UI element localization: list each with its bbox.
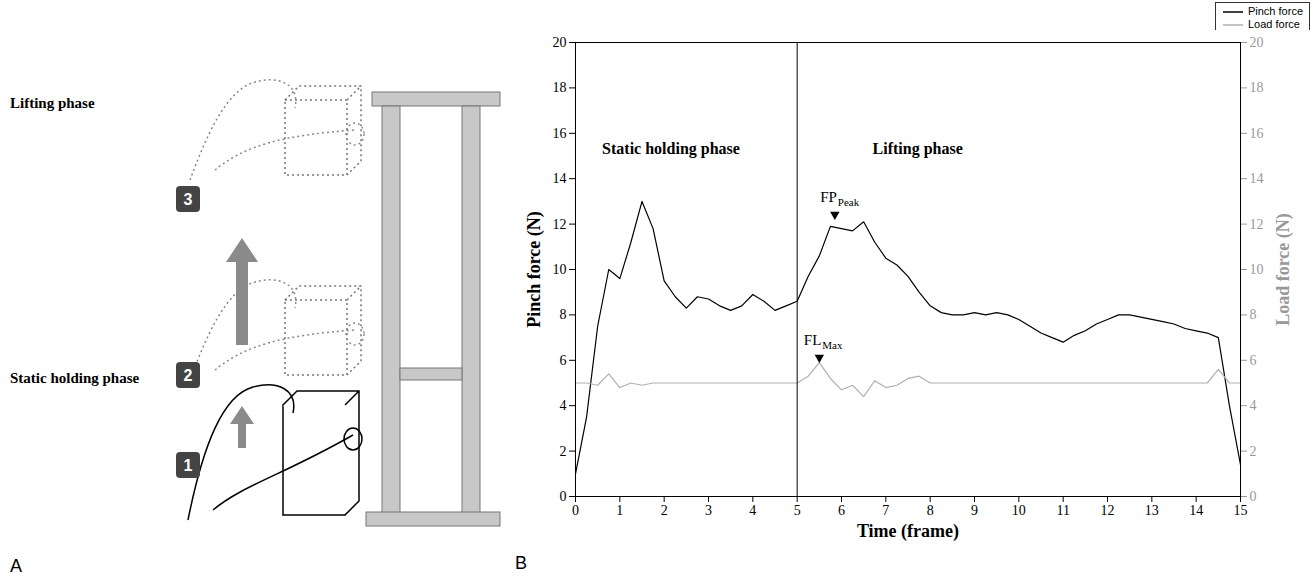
svg-text:0: 0 [1250, 489, 1257, 504]
svg-text:8: 8 [927, 503, 934, 518]
svg-text:8: 8 [1250, 307, 1257, 322]
svg-text:3: 3 [705, 503, 712, 518]
svg-text:2: 2 [560, 444, 567, 459]
svg-text:FP: FP [820, 189, 837, 205]
svg-text:1: 1 [616, 503, 623, 518]
svg-text:20: 20 [553, 35, 567, 50]
svg-text:A: A [10, 556, 22, 576]
svg-text:14: 14 [553, 171, 567, 186]
svg-text:16: 16 [1250, 126, 1264, 141]
svg-text:Time (frame): Time (frame) [857, 521, 959, 542]
svg-text:11: 11 [1056, 503, 1069, 518]
svg-text:20: 20 [1250, 35, 1264, 50]
svg-text:2: 2 [1250, 444, 1257, 459]
svg-text:12: 12 [553, 217, 567, 232]
html-text:Load force: Load force [1248, 18, 1300, 30]
svg-text:4: 4 [560, 398, 567, 413]
svg-text:0: 0 [572, 503, 579, 518]
html-text:Pinch force: Pinch force [1248, 5, 1303, 17]
svg-text:3: 3 [184, 191, 193, 208]
svg-text:1: 1 [184, 457, 193, 474]
svg-text:Pinch force (N): Pinch force (N) [524, 211, 545, 328]
svg-text:14: 14 [1250, 171, 1264, 186]
svg-text:4: 4 [749, 503, 756, 518]
svg-text:12: 12 [1101, 503, 1115, 518]
svg-text:16: 16 [553, 126, 567, 141]
svg-text:15: 15 [1234, 503, 1248, 518]
svg-text:6: 6 [838, 503, 845, 518]
svg-text:Load force (N): Load force (N) [1273, 213, 1294, 326]
svg-text:2: 2 [661, 503, 668, 518]
svg-text:6: 6 [1250, 353, 1257, 368]
svg-text:Peak: Peak [838, 196, 860, 208]
svg-text:10: 10 [1250, 262, 1264, 277]
svg-text:Max: Max [822, 339, 843, 351]
svg-text:10: 10 [1012, 503, 1026, 518]
html-text:B: B [515, 553, 527, 573]
svg-text:Static holding phase: Static holding phase [10, 370, 140, 386]
svg-text:13: 13 [1145, 503, 1159, 518]
svg-text:14: 14 [1189, 503, 1203, 518]
svg-text:FL: FL [804, 332, 822, 348]
svg-text:8: 8 [560, 307, 567, 322]
svg-text:2: 2 [184, 367, 193, 384]
svg-text:12: 12 [1250, 217, 1264, 232]
svg-text:4: 4 [1250, 398, 1257, 413]
svg-text:Lifting phase: Lifting phase [10, 95, 95, 111]
svg-text:Lifting phase: Lifting phase [873, 140, 963, 158]
svg-text:6: 6 [560, 353, 567, 368]
svg-text:Static holding phase: Static holding phase [602, 140, 740, 158]
svg-text:5: 5 [794, 503, 801, 518]
svg-text:18: 18 [1250, 80, 1264, 95]
svg-text:18: 18 [553, 80, 567, 95]
svg-text:7: 7 [882, 503, 889, 518]
svg-text:9: 9 [971, 503, 978, 518]
svg-text:0: 0 [560, 489, 567, 504]
svg-text:10: 10 [553, 262, 567, 277]
